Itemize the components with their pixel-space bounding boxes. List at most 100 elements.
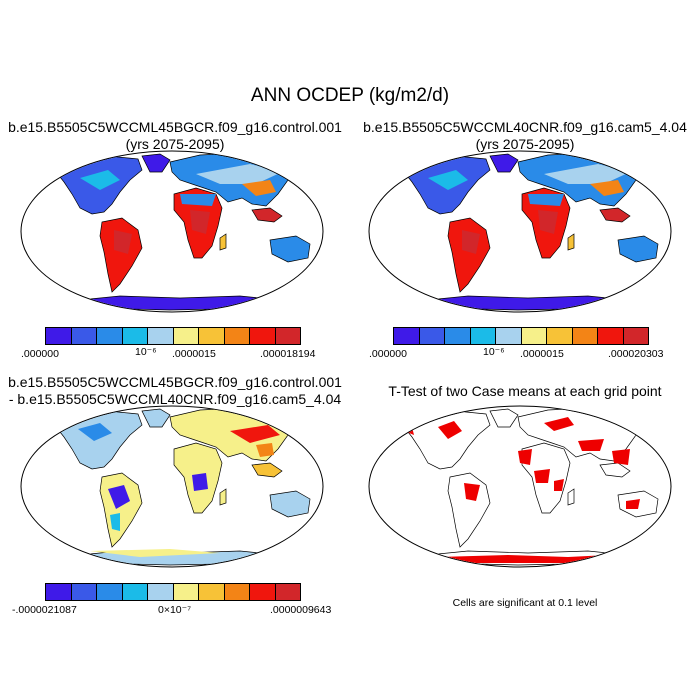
landmass-greenland bbox=[141, 408, 171, 428]
field-patch bbox=[554, 479, 564, 491]
colorbar-swatch bbox=[46, 584, 72, 600]
figure-title: ANN OCDEP (kg/m2/d) bbox=[250, 85, 450, 106]
colorbar-swatch bbox=[496, 328, 522, 344]
field-patch bbox=[438, 555, 608, 563]
panel-b-years: (yrs 2075-2095) bbox=[475, 136, 575, 152]
colorbar-swatch bbox=[224, 584, 250, 600]
panel-a-years: (yrs 2075-2095) bbox=[125, 136, 225, 152]
colorbar-swatch bbox=[394, 328, 420, 344]
colorbar-swatch bbox=[71, 584, 97, 600]
field-patch bbox=[528, 194, 564, 206]
colorbar-swatch bbox=[173, 584, 199, 600]
field-patch bbox=[108, 485, 130, 509]
colorbar-swatch bbox=[250, 328, 276, 344]
field-patch bbox=[190, 210, 210, 234]
panel-b-map bbox=[368, 150, 672, 313]
landmass-seasia bbox=[599, 207, 631, 223]
field-patch bbox=[464, 483, 480, 501]
panel-b-colorbar-label-max: .000020303 bbox=[608, 348, 664, 360]
field-patch bbox=[626, 499, 640, 509]
panel-c-map bbox=[20, 405, 324, 568]
field-patch bbox=[80, 170, 120, 190]
colorbar-swatch bbox=[470, 328, 496, 344]
panel-b-colorbar bbox=[393, 327, 649, 345]
landmass-seasia bbox=[599, 462, 631, 478]
field-patch bbox=[114, 230, 132, 254]
landmass-namerica bbox=[403, 410, 491, 470]
landmass-greenland bbox=[489, 408, 519, 428]
field-patch bbox=[612, 449, 630, 465]
landmass-madagascar bbox=[567, 488, 575, 506]
field-patch bbox=[462, 230, 480, 254]
field-patch bbox=[230, 425, 280, 443]
panel-d-note: Cells are significant at 0.1 level bbox=[452, 597, 598, 609]
field-patch bbox=[544, 164, 630, 184]
panel-b-colorbar-label-min: .000000 bbox=[369, 348, 407, 360]
landmass-antarctica bbox=[79, 295, 281, 311]
panel-a-colorbar-label-max: .000018194 bbox=[260, 348, 316, 360]
panel-a-colorbar-label-mid: .0000015 bbox=[172, 348, 216, 360]
panel-b-colorbar-label-mid: .0000015 bbox=[520, 348, 564, 360]
colorbar-swatch bbox=[547, 328, 573, 344]
panel-b-case-name: b.e15.B5505C5WCCML40CNR.f09_g16.cam5_4.0… bbox=[363, 119, 687, 135]
panel-a-title: b.e15.B5505C5WCCML45BGCR.f09_g16.control… bbox=[5, 119, 345, 153]
landmass-australia bbox=[269, 235, 311, 263]
field-patch bbox=[242, 180, 276, 196]
colorbar-swatch bbox=[122, 584, 148, 600]
landmass-samerica bbox=[447, 472, 491, 548]
landmass-madagascar bbox=[219, 233, 227, 251]
colorbar-swatch bbox=[250, 584, 276, 600]
landmass-seasia bbox=[251, 462, 283, 478]
landmass-greenland bbox=[489, 153, 519, 173]
field-patch bbox=[590, 180, 624, 196]
panel-d-map bbox=[368, 405, 672, 568]
field-patch bbox=[578, 439, 604, 451]
colorbar-swatch bbox=[148, 328, 174, 344]
field-patch bbox=[110, 513, 120, 531]
colorbar-swatch bbox=[623, 328, 648, 344]
landmass-seasia bbox=[251, 207, 283, 223]
landmass-madagascar bbox=[567, 233, 575, 251]
field-patch bbox=[428, 170, 468, 190]
colorbar-swatch bbox=[275, 584, 300, 600]
panel-c-colorbar-label-max: .0000009643 bbox=[270, 604, 332, 616]
landmass-greenland bbox=[141, 153, 171, 173]
landmass-australia bbox=[269, 490, 311, 518]
colorbar-swatch bbox=[46, 328, 72, 344]
colorbar-swatch bbox=[97, 328, 123, 344]
field-patch bbox=[256, 443, 274, 457]
colorbar-swatch bbox=[97, 584, 123, 600]
panel-b-colorbar-label-exp: 10⁻⁶ bbox=[483, 346, 505, 358]
panel-a-colorbar bbox=[45, 327, 301, 345]
panel-c-colorbar-label-min: -.0000021087 bbox=[12, 604, 77, 616]
field-patch bbox=[192, 473, 208, 491]
colorbar-swatch bbox=[275, 328, 300, 344]
field-patch bbox=[78, 423, 112, 441]
panel-a-colorbar-label-exp: 10⁻⁶ bbox=[135, 346, 157, 358]
colorbar-swatch bbox=[122, 328, 148, 344]
landmass-madagascar bbox=[219, 488, 227, 506]
field-patch bbox=[544, 417, 574, 431]
colorbar-swatch bbox=[173, 328, 199, 344]
colorbar-swatch bbox=[224, 328, 250, 344]
panel-c-colorbar-label-zero: 0×10⁻⁷ bbox=[158, 604, 191, 616]
field-patch bbox=[438, 421, 462, 439]
landmass-antarctica bbox=[427, 295, 629, 311]
colorbar-swatch bbox=[445, 328, 471, 344]
colorbar-swatch bbox=[71, 328, 97, 344]
colorbar-swatch bbox=[148, 584, 174, 600]
panel-a-case-name: b.e15.B5505C5WCCML45BGCR.f09_g16.control… bbox=[8, 119, 342, 135]
colorbar-swatch bbox=[572, 328, 598, 344]
colorbar-swatch bbox=[521, 328, 547, 344]
field-patch bbox=[518, 449, 532, 465]
landmass-namerica bbox=[55, 410, 143, 470]
panel-c-title-line2: - b.e15.B5505C5WCCML40CNR.f09_g16.cam5_4… bbox=[8, 391, 342, 407]
landmass-australia bbox=[617, 235, 659, 263]
field-patch bbox=[534, 469, 550, 483]
panel-d-title: T-Test of two Case means at each grid po… bbox=[388, 383, 662, 399]
panel-a-colorbar-label-min: .000000 bbox=[21, 348, 59, 360]
field-patch bbox=[90, 549, 220, 557]
panel-c-title-line1: b.e15.B5505C5WCCML45BGCR.f09_g16.control… bbox=[8, 374, 342, 390]
field-patch bbox=[180, 194, 216, 206]
panel-c-colorbar bbox=[45, 583, 301, 601]
